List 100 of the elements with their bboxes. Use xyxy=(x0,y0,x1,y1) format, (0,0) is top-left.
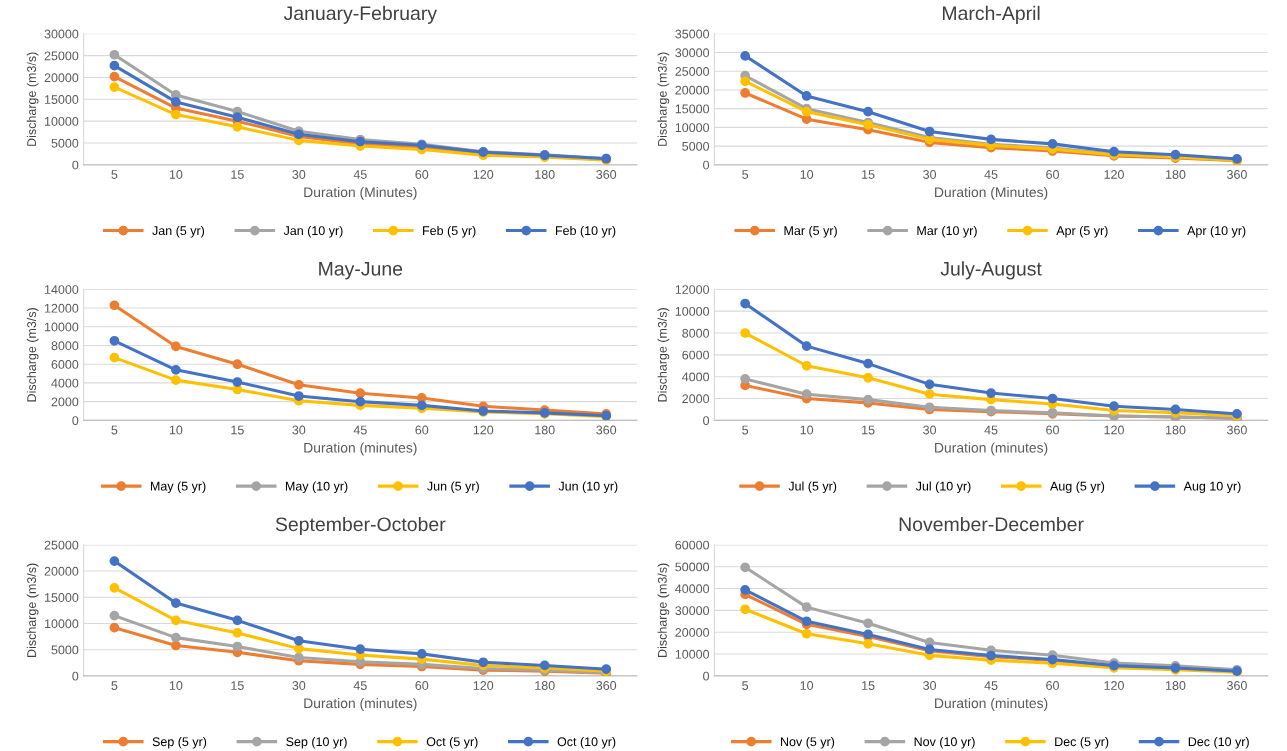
y-tick-label: 20000 xyxy=(675,628,710,637)
y-tick-label: 10000 xyxy=(675,306,710,316)
point xyxy=(293,643,304,654)
chart-title: March-April xyxy=(942,5,1040,24)
x-tick-label: 120 xyxy=(473,425,494,435)
x-tick-label: 15 xyxy=(231,170,244,179)
point xyxy=(109,71,120,82)
y-tick-label: 8000 xyxy=(51,341,79,351)
legend-label: Oct (10 yr) xyxy=(557,736,616,749)
point xyxy=(293,379,304,390)
y-tick-label: 4000 xyxy=(682,372,710,382)
point xyxy=(863,372,873,383)
y-axis-title: Discharge (m3/s) xyxy=(657,563,670,657)
point xyxy=(740,328,751,338)
x-tick-label: 5 xyxy=(111,425,118,435)
point xyxy=(1047,139,1058,149)
legend-label: Mar (10 yr) xyxy=(917,225,977,238)
x-tick-label: 180 xyxy=(535,681,555,690)
point xyxy=(232,628,243,638)
point xyxy=(232,121,243,132)
legend-label: Feb (10 yr) xyxy=(555,225,616,238)
y-axis-title: Discharge (m3/s) xyxy=(26,308,39,402)
x-tick-label: 5 xyxy=(742,425,749,435)
x-tick-label: 10 xyxy=(800,425,814,435)
point xyxy=(416,649,427,659)
x-tick-label: 120 xyxy=(1104,681,1124,690)
y-tick-label: 12000 xyxy=(44,303,79,313)
point xyxy=(355,388,366,399)
point xyxy=(109,300,120,311)
y-axis-title: Discharge (m3/s) xyxy=(26,563,39,657)
point xyxy=(109,352,120,363)
point xyxy=(171,97,181,107)
chart-title: July-August xyxy=(940,261,1042,280)
x-tick-label: 45 xyxy=(353,425,367,435)
x-tick-label: 360 xyxy=(596,425,617,435)
y-tick-label: 0 xyxy=(703,671,710,681)
chart-title: May-June xyxy=(319,262,403,280)
y-tick-label: 12000 xyxy=(675,285,710,294)
x-tick-label: 60 xyxy=(1046,681,1059,690)
y-axis-title: Discharge (m3/s) xyxy=(657,308,670,402)
x-tick-label: 60 xyxy=(1046,425,1059,435)
legend-label: Apr (5 yr) xyxy=(1056,225,1108,238)
point xyxy=(801,91,812,101)
x-tick-label: 30 xyxy=(292,425,306,435)
point xyxy=(740,604,751,615)
point xyxy=(986,134,996,145)
y-tick-label: 30000 xyxy=(675,606,710,616)
legend-label: Jan (10 yr) xyxy=(283,225,343,238)
x-tick-label: 5 xyxy=(111,170,118,179)
point xyxy=(801,341,812,351)
y-tick-label: 2000 xyxy=(682,394,710,404)
point xyxy=(293,635,304,646)
x-tick-label: 45 xyxy=(984,170,998,179)
point xyxy=(740,584,751,595)
x-tick-label: 30 xyxy=(292,170,306,179)
x-tick-label: 15 xyxy=(862,425,875,435)
legend-label: Jun (10 yr) xyxy=(558,481,618,494)
y-tick-label: 6000 xyxy=(682,350,710,360)
y-axis-title: Discharge (m3/s) xyxy=(26,52,39,146)
y-tick-label: 5000 xyxy=(51,138,79,148)
legend-label: Dec (10 yr) xyxy=(1188,736,1249,749)
point xyxy=(232,377,243,387)
x-tick-label: 15 xyxy=(862,681,875,690)
y-tick-label: 15000 xyxy=(44,95,79,104)
y-tick-label: 2000 xyxy=(51,397,79,407)
x-tick-label: 360 xyxy=(596,681,617,690)
legend-label: Sep (10 yr) xyxy=(286,736,347,749)
y-tick-label: 10000 xyxy=(44,619,79,629)
point xyxy=(232,359,243,370)
legend-label: Mar (5 yr) xyxy=(784,225,837,238)
point xyxy=(109,335,120,346)
point xyxy=(1109,401,1119,412)
x-tick-label: 45 xyxy=(984,681,998,690)
legend-label: Aug 10 yr) xyxy=(1183,481,1241,494)
x-tick-label: 360 xyxy=(1227,170,1247,179)
y-tick-label: 20000 xyxy=(44,566,79,576)
point xyxy=(863,358,873,369)
point xyxy=(740,76,751,87)
point xyxy=(109,582,120,593)
y-tick-label: 40000 xyxy=(675,584,710,594)
x-axis-title: Duration (minutes) xyxy=(304,697,417,711)
legend-label: Jan (5 yr) xyxy=(152,225,205,238)
point xyxy=(109,610,120,621)
x-tick-label: 60 xyxy=(415,681,429,690)
x-tick-label: 360 xyxy=(596,170,617,179)
point xyxy=(171,109,181,120)
x-axis-title: Duration (Minutes) xyxy=(304,186,417,200)
point xyxy=(740,562,751,573)
y-tick-label: 60000 xyxy=(675,540,710,550)
y-tick-label: 30000 xyxy=(44,29,79,39)
x-tick-label: 60 xyxy=(1046,170,1059,179)
x-tick-label: 180 xyxy=(1166,681,1186,690)
y-tick-label: 25000 xyxy=(44,51,79,61)
y-tick-label: 15000 xyxy=(675,104,710,114)
point xyxy=(863,618,873,629)
y-tick-label: 5000 xyxy=(682,141,710,151)
y-tick-label: 20000 xyxy=(44,73,79,83)
y-tick-label: 4000 xyxy=(51,378,79,388)
y-tick-label: 10000 xyxy=(675,649,710,659)
x-tick-label: 30 xyxy=(923,170,937,179)
